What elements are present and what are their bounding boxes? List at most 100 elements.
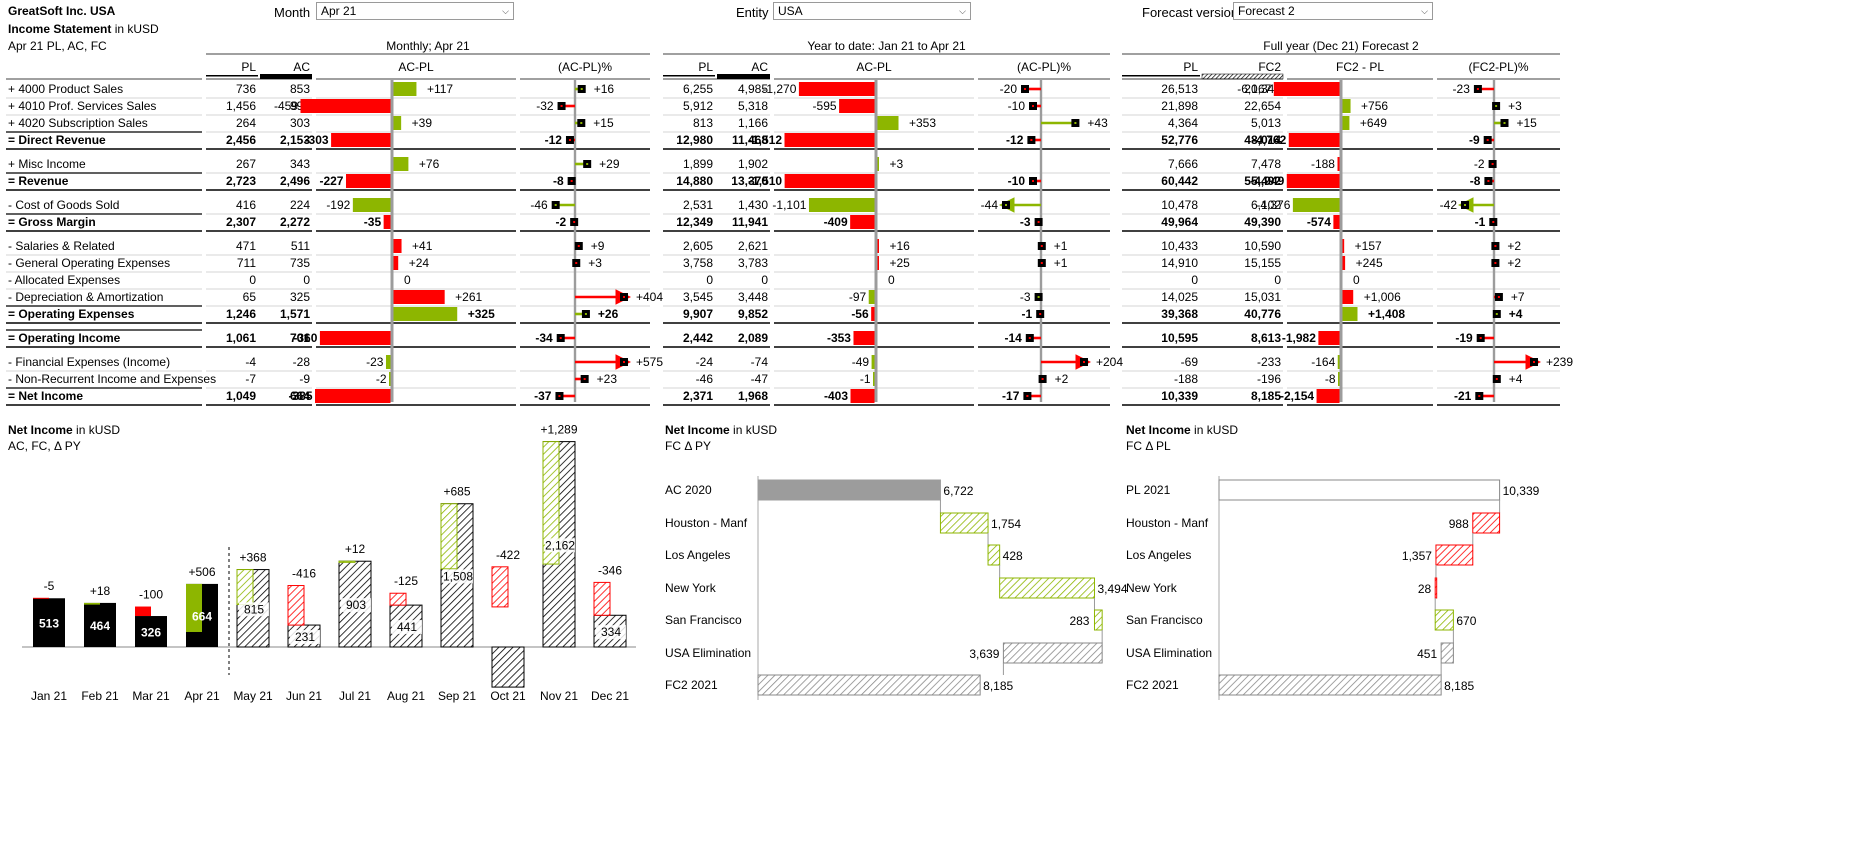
pct-label: -21 bbox=[1454, 389, 1472, 403]
pl-value: 416 bbox=[236, 198, 256, 212]
col-header: PL bbox=[241, 60, 256, 74]
chart-title: Net Income in kUSD bbox=[8, 423, 120, 437]
report-subtitle: Apr 21 PL, AC, FC bbox=[8, 39, 107, 53]
pl-column-marker bbox=[1122, 75, 1200, 77]
delta-label: -303 bbox=[305, 133, 329, 147]
delta-bar bbox=[784, 133, 875, 147]
ac-value: 15,155 bbox=[1244, 256, 1281, 270]
row-label: - Financial Expenses (Income) bbox=[8, 355, 170, 369]
pl-value: 5,912 bbox=[683, 99, 713, 113]
delta-label: 0 bbox=[888, 273, 895, 287]
ac-value: 0 bbox=[303, 273, 310, 287]
company-name: GreatSoft Inc. USA bbox=[8, 4, 116, 18]
pl-value: 12,980 bbox=[676, 133, 713, 147]
pct-pin-dot bbox=[583, 378, 586, 380]
pl-value: 1,246 bbox=[226, 307, 256, 321]
col-header: AC bbox=[751, 60, 768, 74]
pct-pin-dot bbox=[623, 296, 625, 298]
row-label: = Operating Expenses bbox=[8, 307, 135, 321]
delta-py-bar bbox=[236, 569, 254, 606]
delta-bar bbox=[1318, 331, 1340, 345]
pct-axis bbox=[1492, 80, 1496, 402]
pct-label: +23 bbox=[597, 372, 618, 386]
pct-label: +404 bbox=[636, 290, 663, 304]
pl-value: 26,513 bbox=[1161, 82, 1198, 96]
delta-py-bar bbox=[593, 581, 611, 616]
delta-bar bbox=[319, 331, 391, 345]
pct-pin-dot bbox=[573, 221, 576, 223]
pl-value: 4,364 bbox=[1168, 116, 1198, 130]
pct-pin-dot bbox=[1476, 88, 1479, 90]
delta-label: -49 bbox=[852, 355, 870, 369]
delta-label: -1 bbox=[860, 372, 871, 386]
pct-pin-dot bbox=[559, 337, 562, 339]
pct-label: -3 bbox=[1020, 290, 1031, 304]
waterfall-bar bbox=[1435, 544, 1474, 566]
ac-value: 0 bbox=[1274, 273, 1281, 287]
pl-value: 1,899 bbox=[683, 157, 713, 171]
row-label: - Salaries & Related bbox=[8, 239, 115, 253]
delta-label: +39 bbox=[412, 116, 433, 130]
delta-label: -1,982 bbox=[1282, 331, 1316, 345]
delta-label: -2 bbox=[376, 372, 387, 386]
category-label: Los Angeles bbox=[665, 548, 730, 562]
col-header: FC2 bbox=[1258, 60, 1281, 74]
pct-label: +15 bbox=[1517, 116, 1538, 130]
delta-bar bbox=[393, 157, 409, 171]
pct-pin-dot bbox=[586, 163, 589, 165]
waterfall-value-label: 283 bbox=[1069, 614, 1089, 628]
delta-bar bbox=[853, 331, 875, 345]
pct-pin-dot bbox=[1005, 204, 1007, 206]
delta-bar bbox=[385, 355, 391, 369]
delta-label: +25 bbox=[890, 256, 911, 270]
delta-label: -97 bbox=[849, 290, 867, 304]
forecast-dropdown[interactable]: Forecast 2 ⌵ bbox=[1233, 2, 1433, 20]
pct-pin-dot bbox=[568, 139, 571, 141]
waterfall-value-label: 3,639 bbox=[969, 647, 999, 661]
pct-pin-dot bbox=[570, 180, 573, 182]
row-label: = Revenue bbox=[8, 174, 69, 188]
pct-label: +15 bbox=[593, 116, 614, 130]
delta-py-bar bbox=[440, 503, 458, 570]
chart-title: Net Income in kUSD bbox=[1126, 423, 1238, 437]
delta-label: 0 bbox=[404, 273, 411, 287]
delta-label: +24 bbox=[409, 256, 430, 270]
chevron-down-icon: ⌵ bbox=[1421, 6, 1428, 16]
pct-label: -8 bbox=[1470, 174, 1481, 188]
x-tick-label: Apr 21 bbox=[184, 689, 220, 703]
delta-label: +245 bbox=[1356, 256, 1383, 270]
x-tick-label: Jul 21 bbox=[339, 689, 371, 703]
delta-py-bar bbox=[542, 441, 560, 565]
waterfall-bar bbox=[1002, 642, 1103, 664]
pl-value: 39,368 bbox=[1161, 307, 1198, 321]
waterfall-value-label: 988 bbox=[1449, 517, 1469, 531]
category-label: FC2 2021 bbox=[665, 678, 718, 692]
row-label: - Cost of Goods Sold bbox=[8, 198, 119, 212]
chart-subtitle: AC, FC, Δ PY bbox=[8, 439, 81, 453]
waterfall-bar bbox=[1093, 609, 1103, 631]
col-header: PL bbox=[1183, 60, 1198, 74]
pct-label: +43 bbox=[1087, 116, 1108, 130]
pct-pin-dot bbox=[554, 204, 557, 206]
ac-value: 20,346 bbox=[1244, 82, 1281, 96]
pct-label: -46 bbox=[530, 198, 548, 212]
x-tick-label: Jan 21 bbox=[31, 689, 67, 703]
month-dropdown[interactable]: Apr 21 ⌵ bbox=[316, 2, 514, 20]
pct-label: +2 bbox=[1055, 372, 1069, 386]
value-label-bg bbox=[239, 602, 269, 617]
pct-label: -37 bbox=[534, 389, 552, 403]
delta-label: -23 bbox=[366, 355, 384, 369]
delta-label: -164 bbox=[1311, 355, 1335, 369]
ac-value: -233 bbox=[1257, 355, 1281, 369]
waterfall-value-label: 670 bbox=[1456, 614, 1476, 628]
delta-label: +261 bbox=[455, 290, 482, 304]
category-label: New York bbox=[665, 581, 717, 595]
pl-value: 267 bbox=[236, 157, 256, 171]
pct-label: +26 bbox=[598, 307, 619, 321]
pct-axis bbox=[573, 80, 577, 402]
col-header: AC-PL bbox=[398, 60, 434, 74]
value-bar bbox=[135, 616, 167, 647]
pl-value: 6,255 bbox=[683, 82, 713, 96]
delta-bar bbox=[1338, 372, 1340, 386]
entity-dropdown[interactable]: USA ⌵ bbox=[773, 2, 971, 20]
